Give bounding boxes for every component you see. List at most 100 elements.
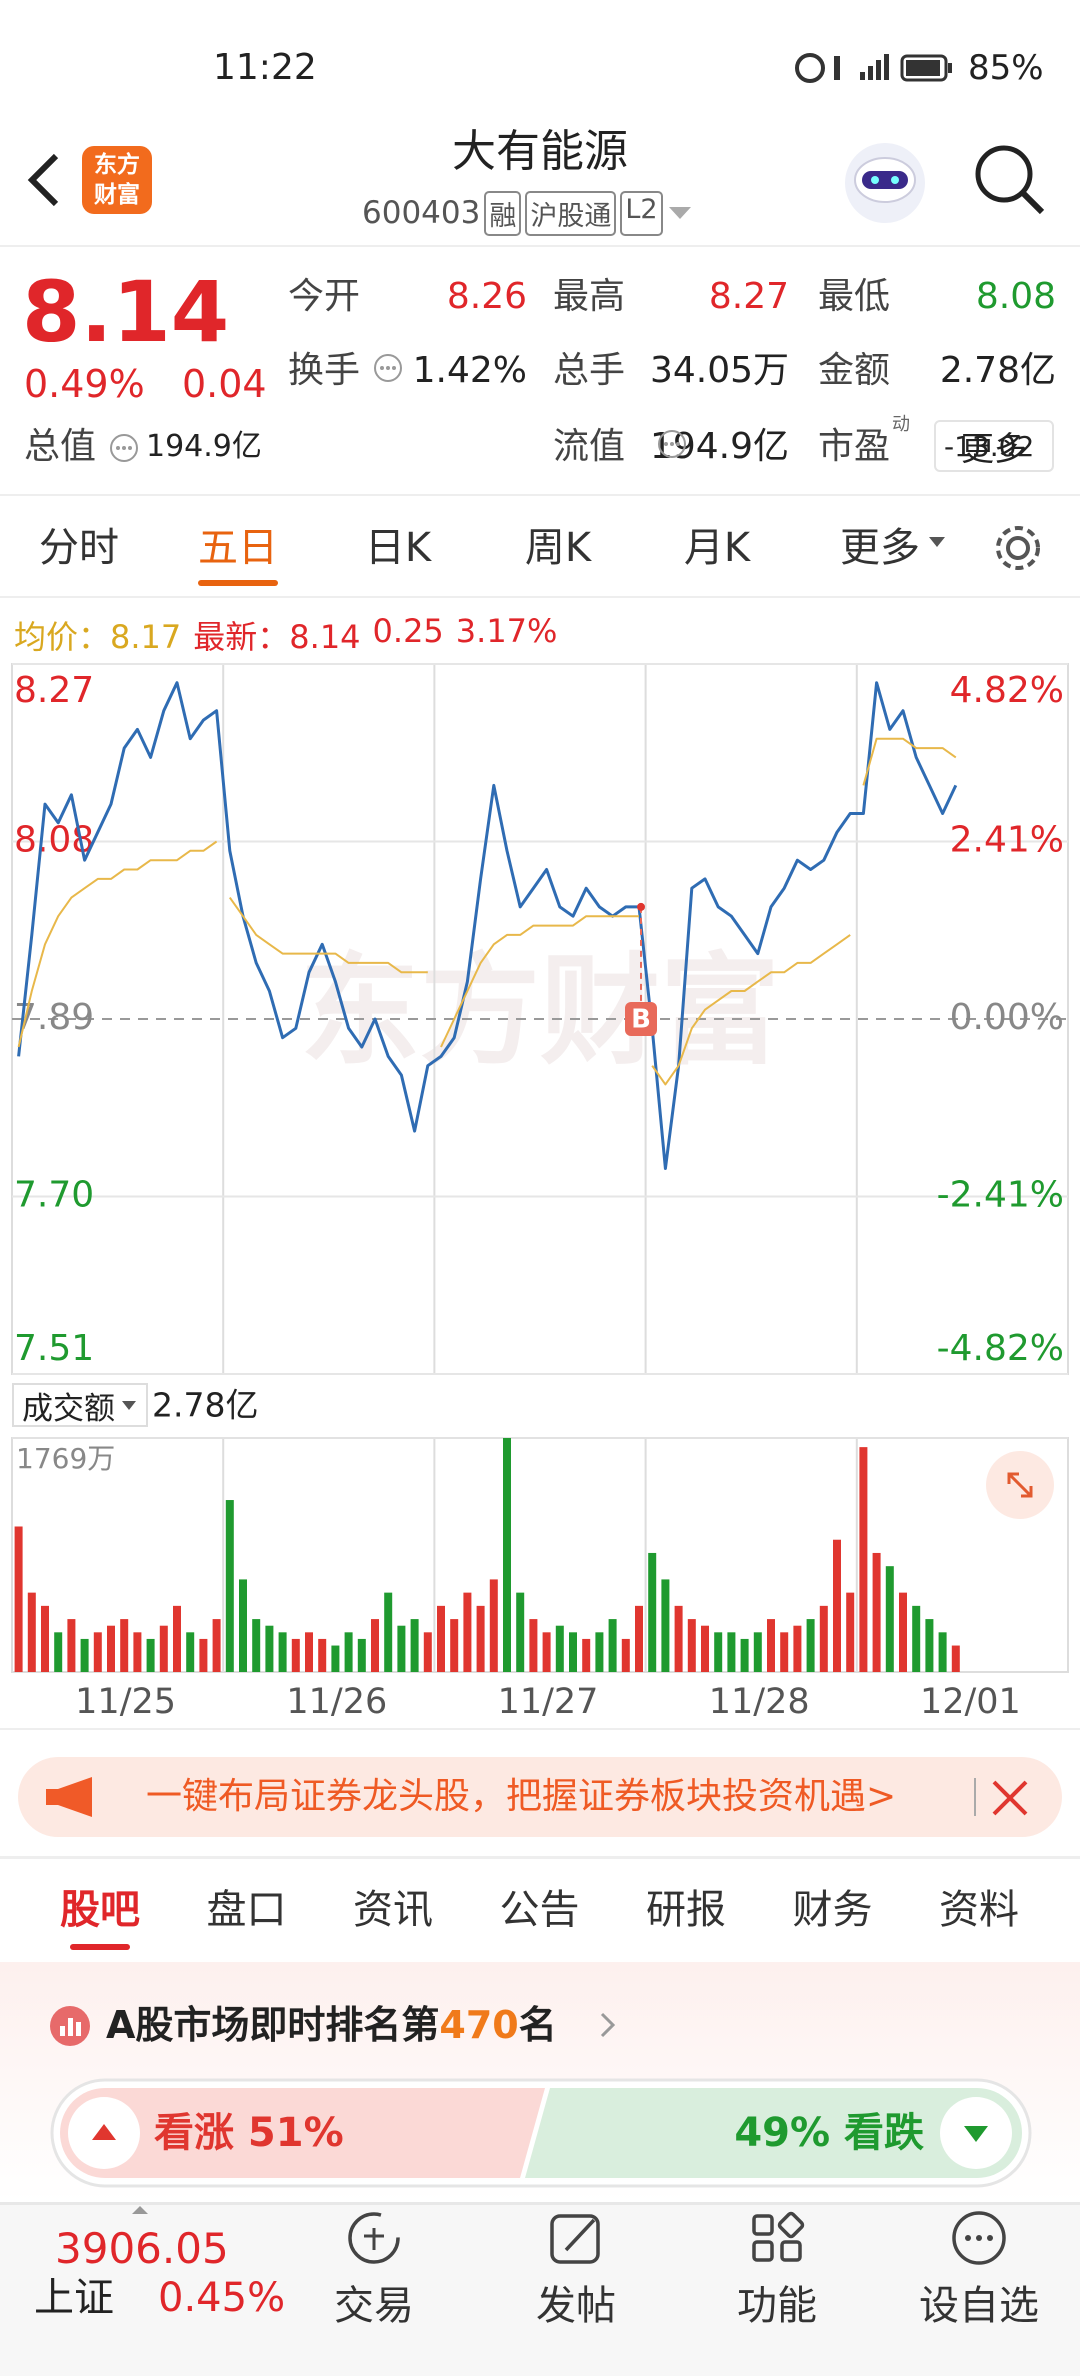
volume-frame <box>11 1437 1069 1673</box>
volume-bar <box>621 1638 630 1672</box>
volume-bar <box>753 1632 762 1672</box>
divider <box>0 1728 1080 1730</box>
settings-button[interactable] <box>990 520 1046 576</box>
index-change[interactable]: 0.45% <box>158 2275 286 2321</box>
chart-tab[interactable]: 更多 <box>840 525 920 571</box>
volume-bar <box>595 1632 604 1672</box>
megaphone-icon <box>46 1777 92 1817</box>
chart-tab[interactable]: 日K <box>364 525 432 571</box>
ranking-label: 名 <box>518 2003 557 2047</box>
section-tab[interactable]: 财务 <box>792 1887 873 1933</box>
logo-text: 东方 <box>94 152 140 178</box>
index-name[interactable]: 上证 <box>34 2275 114 2321</box>
stat-value: -13.02 <box>944 430 1035 463</box>
volume-bar <box>133 1632 142 1672</box>
separator <box>974 1778 976 1816</box>
index-value[interactable]: 3906.05 <box>55 2224 229 2273</box>
vote-bull[interactable]: 看涨 51% <box>154 2110 344 2156</box>
chart-tab[interactable]: 分时 <box>39 525 119 571</box>
nav-item[interactable]: 发帖 <box>536 2283 616 2329</box>
volume-bar <box>291 1638 300 1672</box>
stat-label: 市盈 <box>818 426 891 467</box>
stat-label: 总手 <box>553 350 626 391</box>
y-tick-label: 1769万 <box>16 1442 115 1475</box>
info-icon[interactable] <box>108 432 140 464</box>
assistant-avatar[interactable] <box>840 138 930 228</box>
back-button[interactable] <box>20 150 70 210</box>
marker-badge <box>625 1002 657 1036</box>
volume-bar <box>344 1632 353 1672</box>
divider <box>0 2202 1080 2205</box>
bottom-bar <box>0 2205 1080 2376</box>
stat-label: 换手 <box>288 350 361 391</box>
volume-bar <box>529 1619 538 1672</box>
volume-bar <box>397 1625 406 1672</box>
indicator-select[interactable]: 成交额 <box>12 1383 148 1427</box>
section-tab[interactable]: 研报 <box>646 1887 726 1933</box>
section-tab[interactable]: 盘口 <box>206 1887 287 1933</box>
ranking-text[interactable]: A股市场即时排名第470名 <box>106 2006 557 2044</box>
y-tick-label: 7.89 <box>14 997 94 1038</box>
y2-tick-label: 0.00% <box>950 997 1064 1038</box>
divider <box>0 596 1080 598</box>
search-button[interactable] <box>970 140 1050 220</box>
average-line <box>440 915 639 1048</box>
volume-bar <box>582 1638 591 1672</box>
volume-bar <box>767 1619 775 1672</box>
chart-tab[interactable]: 周K <box>524 525 592 571</box>
volume-bar <box>331 1645 340 1672</box>
nav-item[interactable]: 交易 <box>334 2283 414 2329</box>
average-line <box>17 840 218 1048</box>
dropdown-arrow <box>929 537 945 547</box>
divider <box>0 494 1080 496</box>
volume-bar <box>54 1632 63 1672</box>
banner-text[interactable]: 一键布局证券龙头股，把握证券板块投资机遇> <box>146 1776 897 1817</box>
info-icon[interactable] <box>656 428 688 460</box>
section-tab[interactable]: 资讯 <box>353 1887 433 1933</box>
volume-bar <box>371 1619 379 1672</box>
section-tab[interactable]: 资料 <box>939 1887 1019 1933</box>
volume-bar <box>120 1619 129 1672</box>
app-logo[interactable]: 东方 财富 <box>82 146 152 214</box>
info-icon[interactable] <box>372 352 404 384</box>
volume-bar <box>212 1619 221 1672</box>
legend-name: 最新： <box>193 618 290 656</box>
volume-bar <box>14 1526 23 1672</box>
x-tick-label: 11/25 <box>75 1682 176 1722</box>
marker-label: B <box>631 1005 651 1035</box>
dropdown-arrow[interactable] <box>667 203 693 223</box>
chart-tab[interactable]: 月K <box>683 525 751 571</box>
stat-label: 流值 <box>553 426 626 467</box>
average-line <box>862 737 957 786</box>
y2-tick-label: 2.41% <box>950 820 1064 861</box>
volume-bar <box>793 1625 802 1672</box>
more-button[interactable]: 更多 <box>934 420 1054 472</box>
legend-value: 8.14 <box>289 618 361 656</box>
y2-tick-label: 4.82% <box>950 670 1064 711</box>
stock-tag: 沪股通 <box>525 190 617 236</box>
marker-dot <box>637 902 645 911</box>
vote-bear[interactable]: 49% 看跌 <box>734 2110 924 2156</box>
tags: 融沪股通 L2 <box>484 190 663 236</box>
promo-banner[interactable] <box>18 1757 1062 1837</box>
volume-bar <box>27 1592 36 1672</box>
chart-tab[interactable]: 五日 <box>198 525 278 571</box>
legend-change: 0.25 <box>372 612 444 650</box>
volume-bar <box>938 1632 947 1672</box>
section-tab[interactable]: 公告 <box>499 1887 580 1933</box>
legend-value: 8.17 <box>110 618 182 656</box>
nav-item[interactable]: 功能 <box>737 2283 817 2329</box>
stock-tag: L2 <box>620 190 663 236</box>
tab-underline <box>198 580 278 586</box>
x-tick-label: 11/26 <box>286 1682 387 1722</box>
volume-bar <box>740 1638 749 1672</box>
expand-button[interactable] <box>985 1450 1055 1520</box>
divider <box>0 1856 1080 1859</box>
y-tick-label: 7.51 <box>14 1328 94 1369</box>
price-line <box>17 681 958 1170</box>
close-button[interactable] <box>990 1778 1030 1818</box>
volume-bar <box>41 1605 49 1672</box>
last-price: 8.14 <box>22 263 230 361</box>
section-tab[interactable]: 股吧 <box>60 1887 140 1933</box>
nav-item[interactable]: 设自选 <box>919 2283 1039 2329</box>
